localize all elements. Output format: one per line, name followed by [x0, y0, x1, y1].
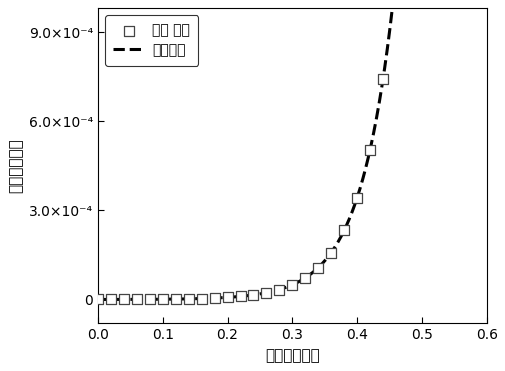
Line: 拟合曲线: 拟合曲线	[98, 0, 437, 299]
拟合曲线	[244, 293, 250, 298]
X-axis label: 电压（伏特）: 电压（伏特）	[265, 348, 319, 363]
测量 数据	[378, 76, 386, 82]
测量 数据	[275, 286, 283, 292]
测量 数据	[339, 227, 347, 233]
测量 数据	[120, 296, 128, 302]
测量 数据	[184, 296, 192, 302]
测量 数据	[132, 296, 140, 302]
拟合曲线	[232, 295, 238, 299]
测量 数据	[159, 296, 167, 302]
测量 数据	[171, 296, 179, 302]
测量 数据	[327, 250, 335, 256]
测量 数据	[288, 282, 296, 288]
测量 数据	[94, 296, 102, 302]
测量 数据	[210, 295, 218, 301]
拟合曲线	[366, 151, 372, 155]
拟合曲线	[95, 297, 101, 302]
Legend: 测量 数据, 拟合曲线: 测量 数据, 拟合曲线	[105, 15, 198, 66]
测量 数据	[145, 296, 154, 302]
测量 数据	[249, 292, 257, 298]
拟合曲线	[328, 250, 334, 255]
测量 数据	[223, 295, 231, 301]
测量 数据	[262, 290, 270, 296]
测量 数据	[352, 195, 361, 201]
测量 数据	[236, 293, 244, 299]
测量 数据	[365, 147, 373, 153]
测量 数据	[314, 265, 322, 270]
Y-axis label: 电流（安培）: 电流（安培）	[8, 138, 23, 193]
测量 数据	[197, 296, 206, 302]
拟合曲线	[129, 297, 135, 302]
拟合曲线	[360, 175, 366, 180]
测量 数据	[107, 296, 115, 302]
测量 数据	[300, 275, 309, 281]
